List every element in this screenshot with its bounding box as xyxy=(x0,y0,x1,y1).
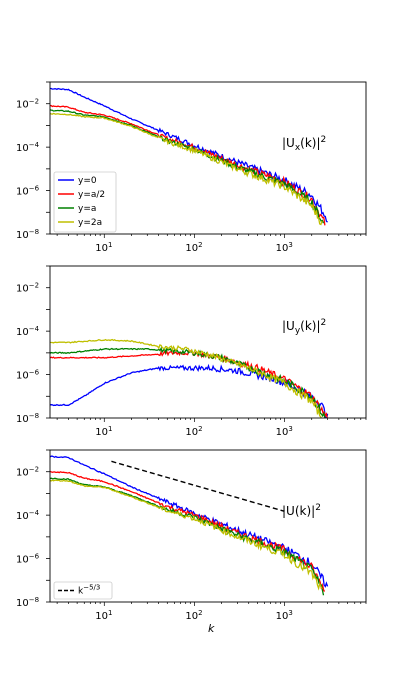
series-line-y=2a xyxy=(50,112,323,226)
y-tick-label: 10−2 xyxy=(16,282,39,295)
y-tick-label: 10−4 xyxy=(16,509,40,522)
panel-annotation: |U(k)|2 xyxy=(282,503,321,518)
y-tick-label: 10−2 xyxy=(16,98,39,111)
legend-label: y=a xyxy=(78,204,96,214)
axes-frame xyxy=(49,81,367,235)
y-tick-label: 10−8 xyxy=(16,596,39,609)
legend: k−5/3 xyxy=(53,581,113,600)
series-group xyxy=(50,338,329,418)
y-tick-label: 10−6 xyxy=(16,369,40,382)
y-tick-label: 10−8 xyxy=(16,228,39,241)
series-line-y=a xyxy=(50,346,326,418)
axes-frame xyxy=(49,265,367,419)
legend: y=0 y=a/2 y=a y=2a xyxy=(53,171,117,233)
panel-2: 10−2 10−4 10−6 10−8 101 102 103 |Uy(k)|2 xyxy=(16,265,367,438)
legend-label: y=a/2 xyxy=(78,190,105,200)
series-line-y=a xyxy=(50,109,325,224)
x-tick-label: 103 xyxy=(276,425,293,438)
x-tick-label: 103 xyxy=(276,241,293,254)
series-line-y=a/2 xyxy=(50,470,326,592)
y-tick-label: 10−4 xyxy=(16,141,40,154)
x-tick-label: 102 xyxy=(185,425,202,438)
y-tick-label: 10−6 xyxy=(16,553,40,566)
series-line-y=a xyxy=(50,477,325,596)
x-axis-label: k xyxy=(208,622,215,635)
x-tick-label: 102 xyxy=(185,609,202,622)
legend-label: y=2a xyxy=(78,218,102,228)
y-tick-label: 10−8 xyxy=(16,412,39,425)
series-line-y=2a xyxy=(50,479,323,591)
series-line-y=0 xyxy=(50,455,329,588)
legend-label: k−5/3 xyxy=(78,584,100,597)
y-tick-label: 10−4 xyxy=(16,325,40,338)
x-tick-label: 101 xyxy=(95,425,112,438)
series-group xyxy=(50,455,329,596)
panel-1: 10−2 10−4 10−6 10−8 101 102 103 |Ux(k)|2 y=0 y=a/… xyxy=(16,81,367,254)
series-line-y=2a xyxy=(50,338,322,418)
reference-line xyxy=(111,460,285,512)
series-line-y=0 xyxy=(50,363,329,418)
series-group xyxy=(50,87,328,226)
x-tick-label: 102 xyxy=(185,241,202,254)
y-tick-label: 10−2 xyxy=(16,466,39,479)
x-tick-label: 101 xyxy=(95,241,112,254)
panel-3: 10−2 10−4 10−6 10−8 101 102 103 |U(k)|2 k−5/3 k xyxy=(16,449,367,635)
axes-frame xyxy=(49,449,367,603)
panel-annotation: |Uy(k)|2 xyxy=(282,318,326,336)
x-tick-label: 101 xyxy=(95,609,112,622)
legend-label: y=0 xyxy=(78,176,97,186)
panel-annotation: |Ux(k)|2 xyxy=(282,135,326,153)
y-tick-label: 10−6 xyxy=(16,185,40,198)
x-tick-label: 103 xyxy=(276,609,293,622)
